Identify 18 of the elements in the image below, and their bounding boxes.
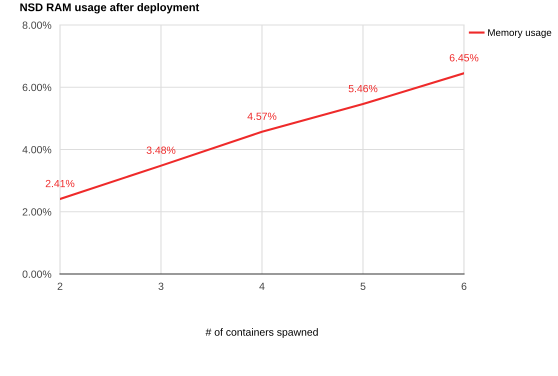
- x-tick-label: 2: [58, 282, 62, 290]
- text: 6.45%: [450, 54, 478, 62]
- y-tick-label: 2.00%: [22, 208, 52, 216]
- legend-label: Memory usage: [488, 29, 552, 38]
- text: 4.57%: [247, 112, 276, 120]
- text: 3.48%: [146, 146, 176, 154]
- y-tick-label: 6.00%: [22, 84, 52, 92]
- y-tick-label: 4.00%: [22, 146, 52, 154]
- text: 2.41%: [46, 180, 74, 188]
- x-tick-label: 6: [462, 282, 466, 290]
- y-tick-label: 8.00%: [22, 22, 52, 29]
- chart-title: NSD RAM usage after deployment: [20, 3, 200, 14]
- text: 5.46%: [348, 84, 378, 92]
- x-tick-label: 5: [360, 282, 366, 290]
- x-tick-label: 4: [259, 282, 265, 290]
- y-tick-label: 0.00%: [22, 270, 52, 278]
- x-axis-title: # of containers spawned: [206, 328, 318, 338]
- x-tick-label: 3: [158, 282, 164, 290]
